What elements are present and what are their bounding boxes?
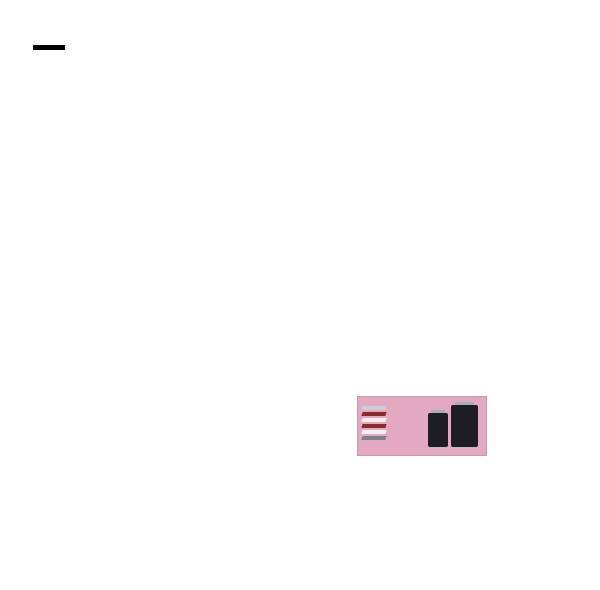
chart-voltage-vs-energy-density [310,352,598,590]
cell-stack-layer [361,418,387,422]
cell-stack-layer [361,424,387,428]
scale-bar-line [33,45,65,50]
pouch-cell-large [451,402,478,447]
chart-voltage-vs-time [8,120,300,352]
scale-bar [33,45,69,50]
eds-mapping-grid [30,6,592,94]
pouch-cell-small [428,410,448,447]
cell-stack-schematic [360,406,390,446]
cell-stack-layer [361,412,387,416]
cell-stack-layer [361,406,387,410]
pouch-cell-photo-inset [357,396,487,456]
cell-stack-layer [361,430,387,434]
pouch-cells [428,402,478,447]
chart-capacity-50-cycles [310,120,598,352]
cell-stack-layer [361,436,387,440]
chart-capacity-1000-cycles [8,352,300,588]
